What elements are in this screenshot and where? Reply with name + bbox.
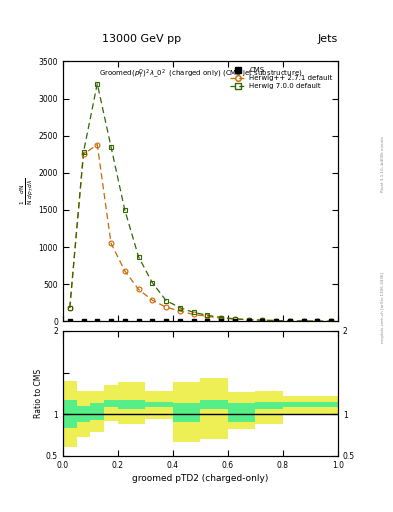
Y-axis label: $\frac{1}{\mathrm{N}}\,\frac{d\mathrm{N}}{dp_T\,d\lambda}$: $\frac{1}{\mathrm{N}}\,\frac{d\mathrm{N}…: [18, 178, 36, 205]
Text: Rivet 3.1.10, ≥400k events: Rivet 3.1.10, ≥400k events: [381, 136, 385, 192]
X-axis label: groomed pTD2 (charged-only): groomed pTD2 (charged-only): [132, 474, 269, 483]
Legend: CMS, Herwig++ 2.7.1 default, Herwig 7.0.0 default: CMS, Herwig++ 2.7.1 default, Herwig 7.0.…: [228, 65, 334, 91]
Text: 13000 GeV pp: 13000 GeV pp: [102, 33, 181, 44]
Text: Jets: Jets: [318, 33, 338, 44]
Y-axis label: Ratio to CMS: Ratio to CMS: [34, 369, 43, 418]
Text: Groomed$(p_T^D)^2\lambda\_0^2$  (charged only) (CMS jet substructure): Groomed$(p_T^D)^2\lambda\_0^2$ (charged …: [99, 68, 302, 81]
Text: mcplots.cern.ch [arXiv:1306.3436]: mcplots.cern.ch [arXiv:1306.3436]: [381, 272, 385, 343]
